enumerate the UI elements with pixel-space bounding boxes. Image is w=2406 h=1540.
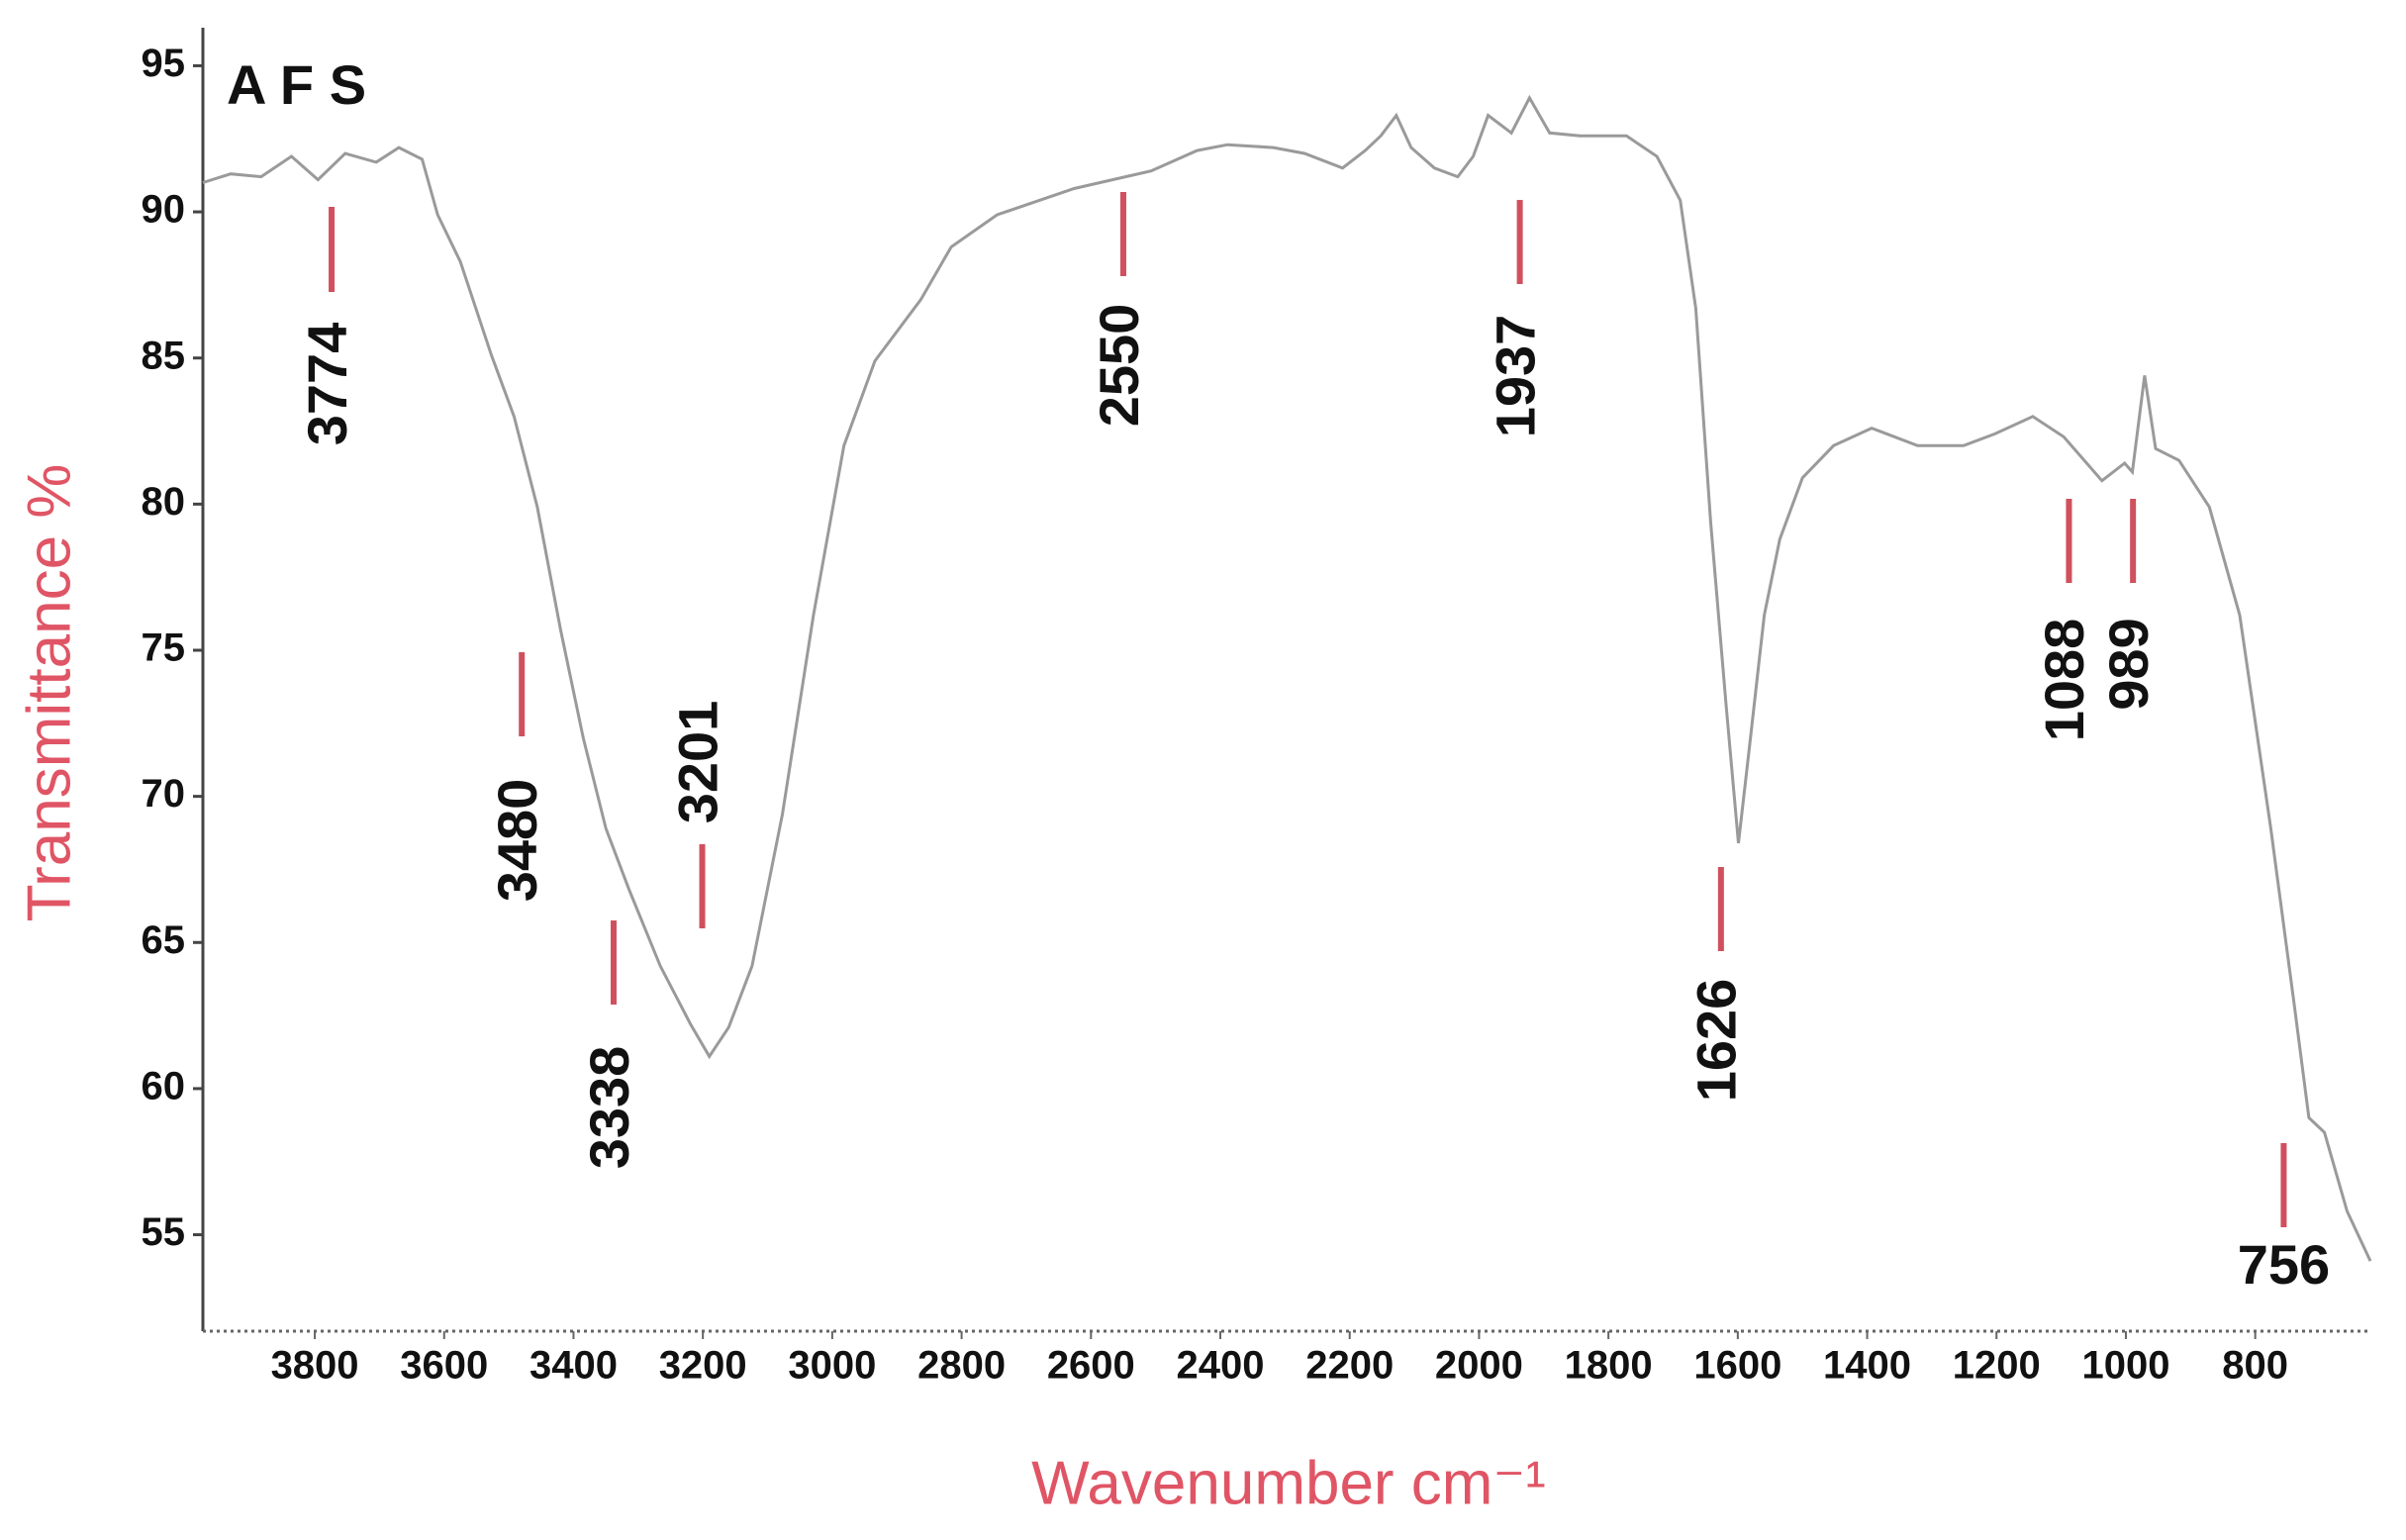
x-tick-label: 3600 (400, 1344, 488, 1388)
x-tick-label: 800 (2222, 1344, 2288, 1388)
y-tick-label: 65 (142, 918, 186, 962)
x-tick-label: 1800 (1565, 1344, 1653, 1388)
y-tick-label: 80 (142, 480, 186, 524)
y-tick-label: 90 (142, 188, 186, 232)
x-tick-label: 2800 (917, 1344, 1006, 1388)
x-tick-label: 3400 (529, 1344, 618, 1388)
x-tick-label: 2200 (1305, 1344, 1394, 1388)
y-tick-label: 85 (142, 334, 186, 377)
y-tick-label: 70 (142, 772, 186, 816)
peak-label: 1626 (1685, 979, 1748, 1103)
x-tick-label: 1000 (2081, 1344, 2169, 1388)
x-tick-label: 3000 (788, 1344, 876, 1388)
y-tick-label: 60 (142, 1064, 186, 1107)
y-tick-label: 55 (142, 1210, 186, 1254)
peak-label: 2550 (1088, 304, 1150, 428)
peak-label: 3480 (486, 779, 548, 903)
x-tick-label: 2600 (1047, 1344, 1135, 1388)
x-tick-label: 3800 (271, 1344, 359, 1388)
x-tick-label: 1400 (1823, 1344, 1911, 1388)
y-tick-label: 95 (142, 42, 186, 85)
x-tick-label: 2000 (1435, 1344, 1523, 1388)
spectrum-line (202, 94, 2372, 1262)
x-axis-title: Wavenumber cm⁻¹ (1031, 1449, 1546, 1517)
peak-label: 1937 (1484, 315, 1546, 438)
peak-label: 3338 (578, 1046, 640, 1170)
x-tick-label: 1600 (1693, 1344, 1781, 1388)
peak-label: 756 (2238, 1233, 2330, 1296)
peak-label: 1088 (2033, 619, 2095, 742)
x-tick-label: 3200 (659, 1344, 747, 1388)
y-tick-label: 75 (142, 626, 186, 670)
x-tick-label: 2400 (1177, 1344, 1265, 1388)
x-tick-label: 1200 (1953, 1344, 2041, 1388)
peak-label: 3201 (666, 701, 728, 824)
peak-label: 989 (2097, 618, 2160, 710)
chart-title: A F S (227, 53, 366, 116)
peak-label: 3774 (296, 323, 358, 446)
y-axis-title: Transmittance % (15, 464, 83, 922)
